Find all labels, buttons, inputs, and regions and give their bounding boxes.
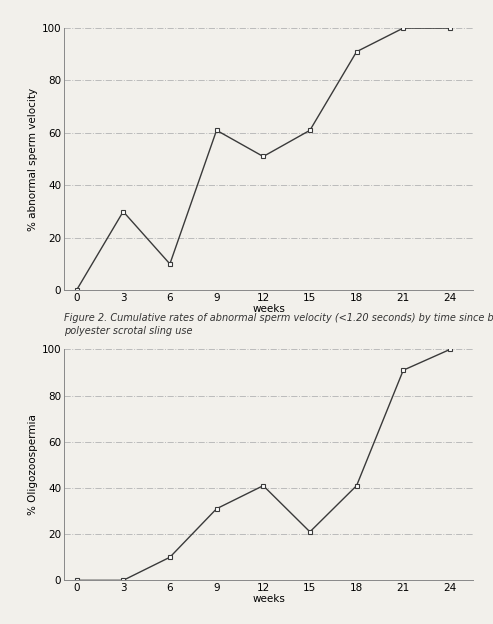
Text: Figure 2. Cumulative rates of abnormal sperm velocity (<1.20 seconds) by time si: Figure 2. Cumulative rates of abnormal s… [64, 313, 493, 323]
Y-axis label: % abnormal sperm velocity: % abnormal sperm velocity [28, 87, 37, 231]
X-axis label: weeks: weeks [252, 595, 285, 605]
X-axis label: weeks: weeks [252, 305, 285, 314]
Y-axis label: % Oligozoospermia: % Oligozoospermia [28, 414, 37, 515]
Text: polyester scrotal sling use: polyester scrotal sling use [64, 326, 193, 336]
